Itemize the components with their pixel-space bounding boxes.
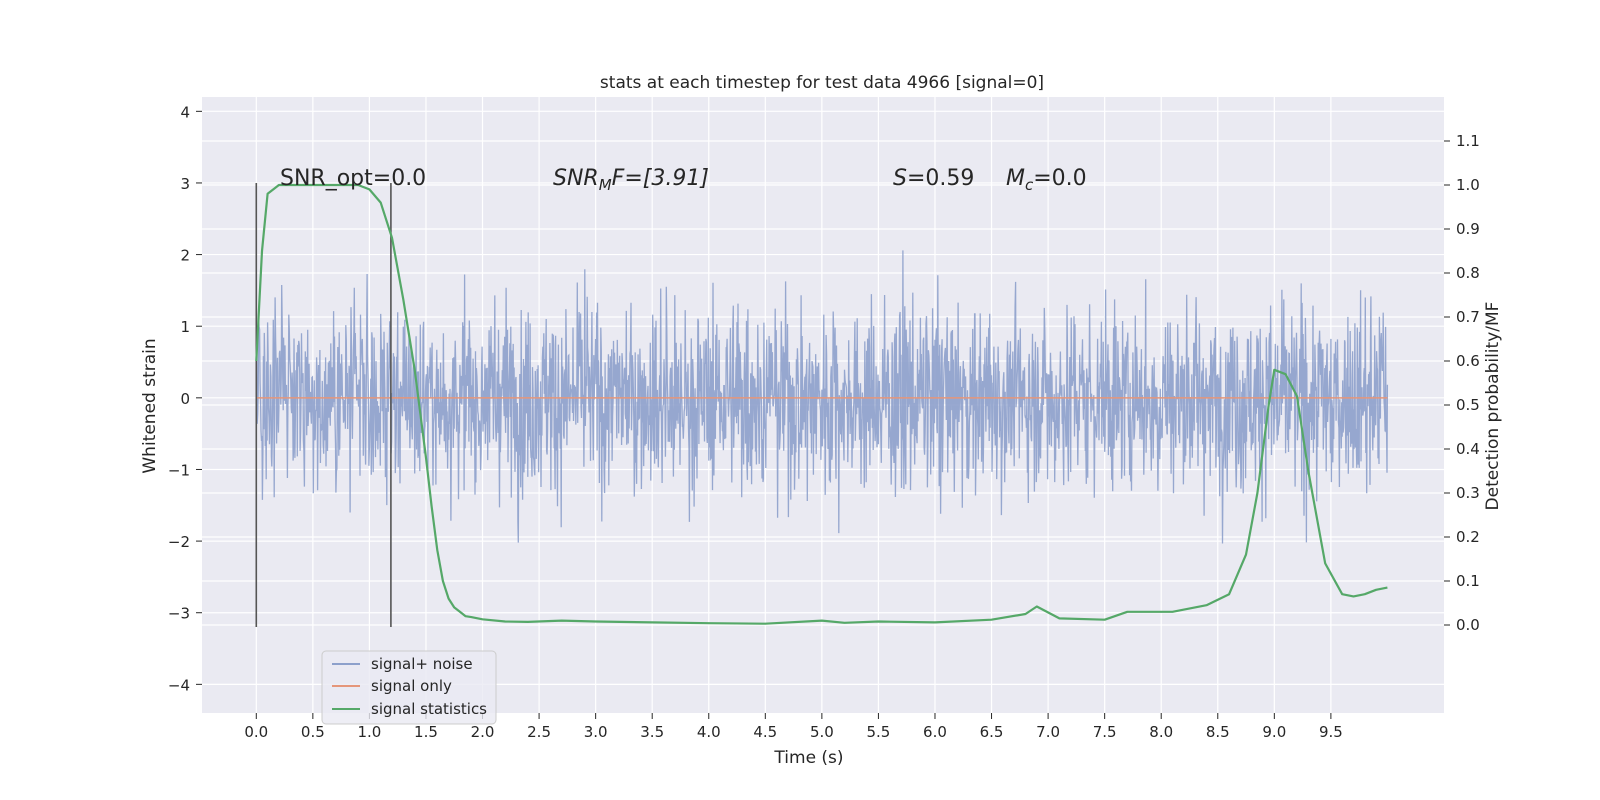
x-tick-label: 0.5 <box>301 723 325 741</box>
snr-opt-annotation: SNR_opt=0.0 <box>280 166 426 191</box>
snr-mf-annotation: SNRMF=[3.91] <box>553 166 709 194</box>
legend-label-signal-noise: signal+ noise <box>371 655 473 673</box>
y2-tick-label: 0.0 <box>1456 616 1480 634</box>
y2-tick-label: 0.3 <box>1456 484 1480 502</box>
x-tick-label: 4.0 <box>697 723 721 741</box>
x-tick-label: 4.5 <box>753 723 777 741</box>
chart-title: stats at each timestep for test data 496… <box>600 73 1044 93</box>
y-tick-label: 1 <box>180 318 190 336</box>
x-tick-label: 3.0 <box>584 723 608 741</box>
x-tick-label: 6.0 <box>923 723 947 741</box>
x-tick-label: 9.5 <box>1319 723 1343 741</box>
mc-annotation: Mc=0.0 <box>1006 166 1087 194</box>
y-tick-label: 4 <box>180 103 190 121</box>
x-tick-label: 2.5 <box>527 723 551 741</box>
y-tick-label: 3 <box>180 175 190 193</box>
x-tick-label: 9.0 <box>1262 723 1286 741</box>
y-axis-label: Whitened strain <box>140 338 160 473</box>
x-tick-label: 7.0 <box>1036 723 1060 741</box>
mc-value: =0.0 <box>1033 166 1086 191</box>
y2-tick-label: 0.2 <box>1456 528 1480 546</box>
x-tick-label: 1.5 <box>414 723 438 741</box>
legend-label-signal-only: signal only <box>371 677 452 695</box>
y-tick-label: −1 <box>168 461 190 479</box>
x-tick-label: 8.5 <box>1206 723 1230 741</box>
y2-tick-label: 0.1 <box>1456 572 1480 590</box>
x-tick-label: 7.5 <box>1093 723 1117 741</box>
s-annotation: S=0.59 <box>893 166 974 191</box>
mc-subscript: c <box>1025 176 1034 194</box>
legend: signal+ noise signal only signal statist… <box>321 650 497 725</box>
y-tick-label: −2 <box>168 533 190 551</box>
x-tick-label: 2.0 <box>471 723 495 741</box>
snr-mf-value: F=[3.91] <box>612 166 709 191</box>
y2-tick-label: 1.0 <box>1456 176 1480 194</box>
noise-series <box>255 250 1389 544</box>
s-symbol: S <box>893 166 907 191</box>
y-tick-label: −3 <box>168 605 190 623</box>
noise-trace <box>255 250 1389 544</box>
x-tick-label: 5.0 <box>810 723 834 741</box>
y-tick-label: 2 <box>180 247 190 265</box>
y2-tick-label: 0.4 <box>1456 440 1480 458</box>
x-axis-ticks: 0.0 0.5 1.0 1.5 2.0 2.5 3.0 3.5 4.0 4.5 5.0 5.5 6.0 6… <box>244 713 1343 741</box>
y-tick-label: −4 <box>168 676 190 694</box>
x-tick-label: 0.0 <box>244 723 268 741</box>
legend-box <box>321 650 497 725</box>
y2-axis-ticks: 0.0 0.1 0.2 0.3 0.4 0.5 0.6 0.7 0.8 0.9 1.0 1.1 <box>1444 132 1480 634</box>
y2-tick-label: 0.9 <box>1456 220 1480 238</box>
y2-tick-label: 0.7 <box>1456 308 1480 326</box>
snr-mf-symbol: SNR <box>553 166 599 191</box>
s-value: =0.59 <box>907 166 974 191</box>
y2-axis-label: Detection probability/MF <box>1483 302 1503 511</box>
y-axis-ticks: −4 −3 −2 −1 0 1 2 3 4 <box>168 103 202 694</box>
mc-symbol: M <box>1006 166 1025 191</box>
y2-tick-label: 0.6 <box>1456 352 1480 370</box>
y2-tick-label: 1.1 <box>1456 132 1480 150</box>
snr-mf-subscript: M <box>599 176 612 194</box>
x-axis-label: Time (s) <box>773 748 843 768</box>
legend-label-statistics: signal statistics <box>371 700 487 718</box>
x-tick-label: 8.0 <box>1149 723 1173 741</box>
x-tick-label: 5.5 <box>866 723 890 741</box>
x-tick-label: 6.5 <box>980 723 1004 741</box>
y2-tick-label: 0.8 <box>1456 264 1480 282</box>
y2-tick-label: 0.5 <box>1456 396 1480 414</box>
statistics-line <box>255 183 1388 625</box>
marker-vlines <box>255 182 392 628</box>
x-tick-label: 3.5 <box>640 723 664 741</box>
x-tick-label: 1.0 <box>357 723 381 741</box>
y-tick-label: 0 <box>180 390 190 408</box>
